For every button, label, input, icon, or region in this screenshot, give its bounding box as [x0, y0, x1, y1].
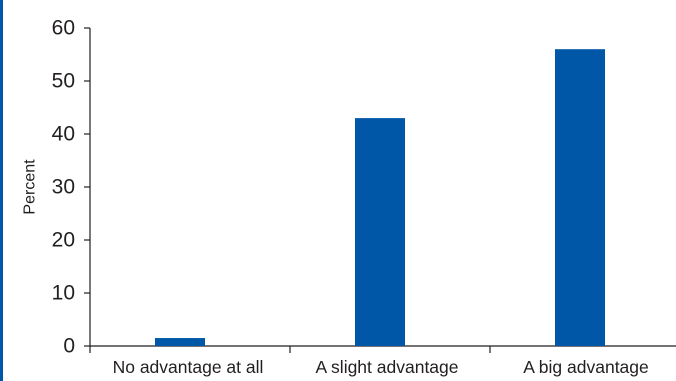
- x-ticks: [89, 346, 491, 353]
- bar: [355, 118, 405, 346]
- category-labels: No advantage at all A slight advantage A b…: [113, 357, 649, 377]
- y-tick-label: 50: [52, 70, 75, 93]
- y-tick-label: 10: [52, 282, 75, 305]
- bar: [555, 49, 605, 346]
- y-axis-title: Percent: [22, 159, 39, 215]
- category-label: No advantage at all: [113, 357, 264, 377]
- bars: [155, 49, 605, 346]
- bar: [155, 338, 205, 346]
- category-label: A slight advantage: [315, 357, 458, 377]
- category-label: A big advantage: [523, 357, 649, 377]
- y-tick-label: 0: [63, 335, 75, 358]
- left-edge-accent: [0, 0, 3, 381]
- y-tick-label: 40: [52, 123, 75, 146]
- y-tick-label: 20: [52, 229, 75, 252]
- y-tick-label: 60: [52, 17, 75, 40]
- y-ticks: 0 10 20 30 40 50 60: [52, 17, 90, 358]
- y-tick-label: 30: [52, 176, 75, 199]
